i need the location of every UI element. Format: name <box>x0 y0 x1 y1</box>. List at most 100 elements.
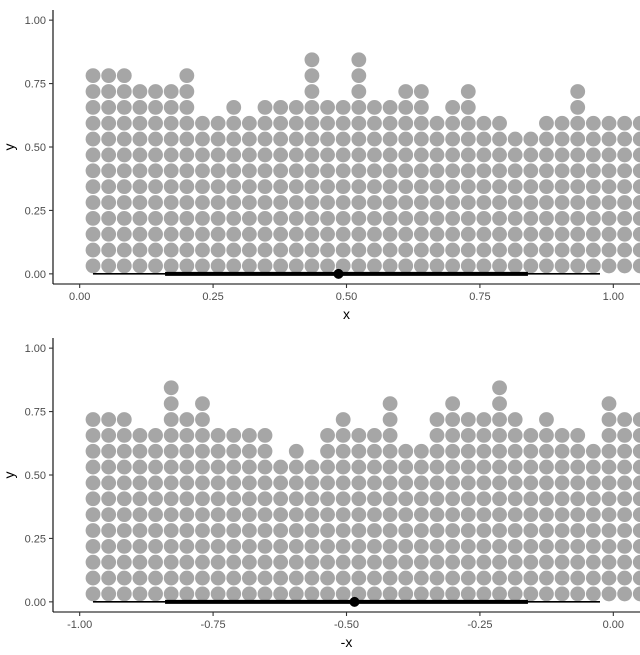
top-dot <box>413 258 429 274</box>
bottom-dot <box>413 586 429 602</box>
top-dot <box>148 84 163 99</box>
top-x-tick-label: 0.50 <box>336 291 357 303</box>
top-dot <box>460 163 476 179</box>
bottom-dot <box>132 570 148 586</box>
top-dot <box>226 115 242 131</box>
top-dot <box>617 163 633 179</box>
top-dot <box>367 210 382 226</box>
bottom-dot <box>460 475 476 491</box>
bottom-dot <box>585 570 601 586</box>
bottom-dot <box>241 570 257 586</box>
top-dot <box>320 179 335 195</box>
top-dot <box>523 147 539 163</box>
bottom-dot <box>539 443 554 459</box>
bottom-dot <box>116 412 132 427</box>
bottom-dot <box>632 459 640 475</box>
top-dot <box>413 226 429 242</box>
bottom-dot <box>273 507 289 523</box>
top-dot <box>585 115 601 131</box>
top-dot <box>116 131 132 147</box>
top-dot <box>429 147 445 163</box>
bottom-dot <box>101 538 117 554</box>
bottom-dot <box>601 538 617 554</box>
top-dot <box>617 195 633 210</box>
bottom-dot <box>351 538 367 554</box>
bottom-dot <box>288 475 304 491</box>
top-dot <box>476 131 492 147</box>
top-dot <box>320 115 335 131</box>
bottom-dot <box>570 538 586 554</box>
top-y-tick-label: 0.75 <box>25 79 46 91</box>
top-dot <box>382 147 398 163</box>
top-dot <box>148 210 163 226</box>
top-dot <box>398 226 414 242</box>
bottom-dot <box>179 491 195 507</box>
bottom-dot <box>507 523 523 538</box>
bottom-dot <box>445 586 461 602</box>
top-dot <box>148 226 163 242</box>
bottom-dot <box>523 554 539 570</box>
top-dot <box>460 195 476 210</box>
bottom-dot <box>101 507 117 523</box>
bottom-dot <box>554 570 570 586</box>
bottom-dot <box>539 554 554 570</box>
top-dot <box>429 226 445 242</box>
top-dot <box>288 242 304 258</box>
bottom-dot <box>210 586 226 602</box>
bottom-dot <box>226 538 242 554</box>
top-dot <box>617 258 633 274</box>
bottom-dot <box>429 538 445 554</box>
bottom-dot <box>601 459 617 475</box>
bottom-dot <box>460 554 476 570</box>
top-dot <box>445 226 461 242</box>
bottom-dot <box>367 586 382 602</box>
top-x-axis-title: x <box>343 306 350 322</box>
top-dot <box>460 99 476 115</box>
top-y-axis-title: y <box>1 144 17 151</box>
top-dot <box>335 131 351 147</box>
bottom-dot <box>273 475 289 491</box>
top-dot <box>288 147 304 163</box>
top-dot <box>335 242 351 258</box>
bottom-dot <box>601 412 617 427</box>
bottom-dot <box>132 586 148 602</box>
bottom-x-axis-title: -x <box>341 634 353 650</box>
top-dot <box>257 258 273 274</box>
bottom-dot <box>617 459 633 475</box>
top-dot <box>273 242 289 258</box>
bottom-dot <box>382 459 398 475</box>
bottom-dot <box>85 586 101 602</box>
bottom-dot <box>351 570 367 586</box>
top-dot <box>617 179 633 195</box>
top-dot <box>304 163 320 179</box>
top-dot <box>413 147 429 163</box>
bottom-dot <box>523 491 539 507</box>
bottom-dot <box>257 523 273 538</box>
top-dot <box>179 131 195 147</box>
bottom-dot <box>257 475 273 491</box>
bottom-y-tick-label: 1.00 <box>25 343 46 355</box>
top-dot <box>601 210 617 226</box>
bottom-dot <box>398 570 414 586</box>
top-dot <box>351 99 367 115</box>
bottom-x-tick-label: -0.50 <box>334 619 359 631</box>
top-dot <box>241 147 257 163</box>
bottom-dot <box>429 507 445 523</box>
bottom-dot <box>179 586 195 602</box>
top-dot <box>351 226 367 242</box>
top-dot <box>226 242 242 258</box>
top-dot <box>116 258 132 274</box>
top-dot <box>85 179 101 195</box>
bottom-dot <box>429 443 445 459</box>
bottom-dot <box>195 459 210 475</box>
top-dot <box>554 163 570 179</box>
bottom-dot <box>554 427 570 443</box>
top-dot <box>539 242 554 258</box>
bottom-dot <box>163 427 179 443</box>
bottom-dot <box>304 523 320 538</box>
bottom-dot <box>617 523 633 538</box>
bottom-dot <box>413 459 429 475</box>
bottom-dot <box>148 538 163 554</box>
top-dot <box>304 258 320 274</box>
top-dot <box>570 131 586 147</box>
